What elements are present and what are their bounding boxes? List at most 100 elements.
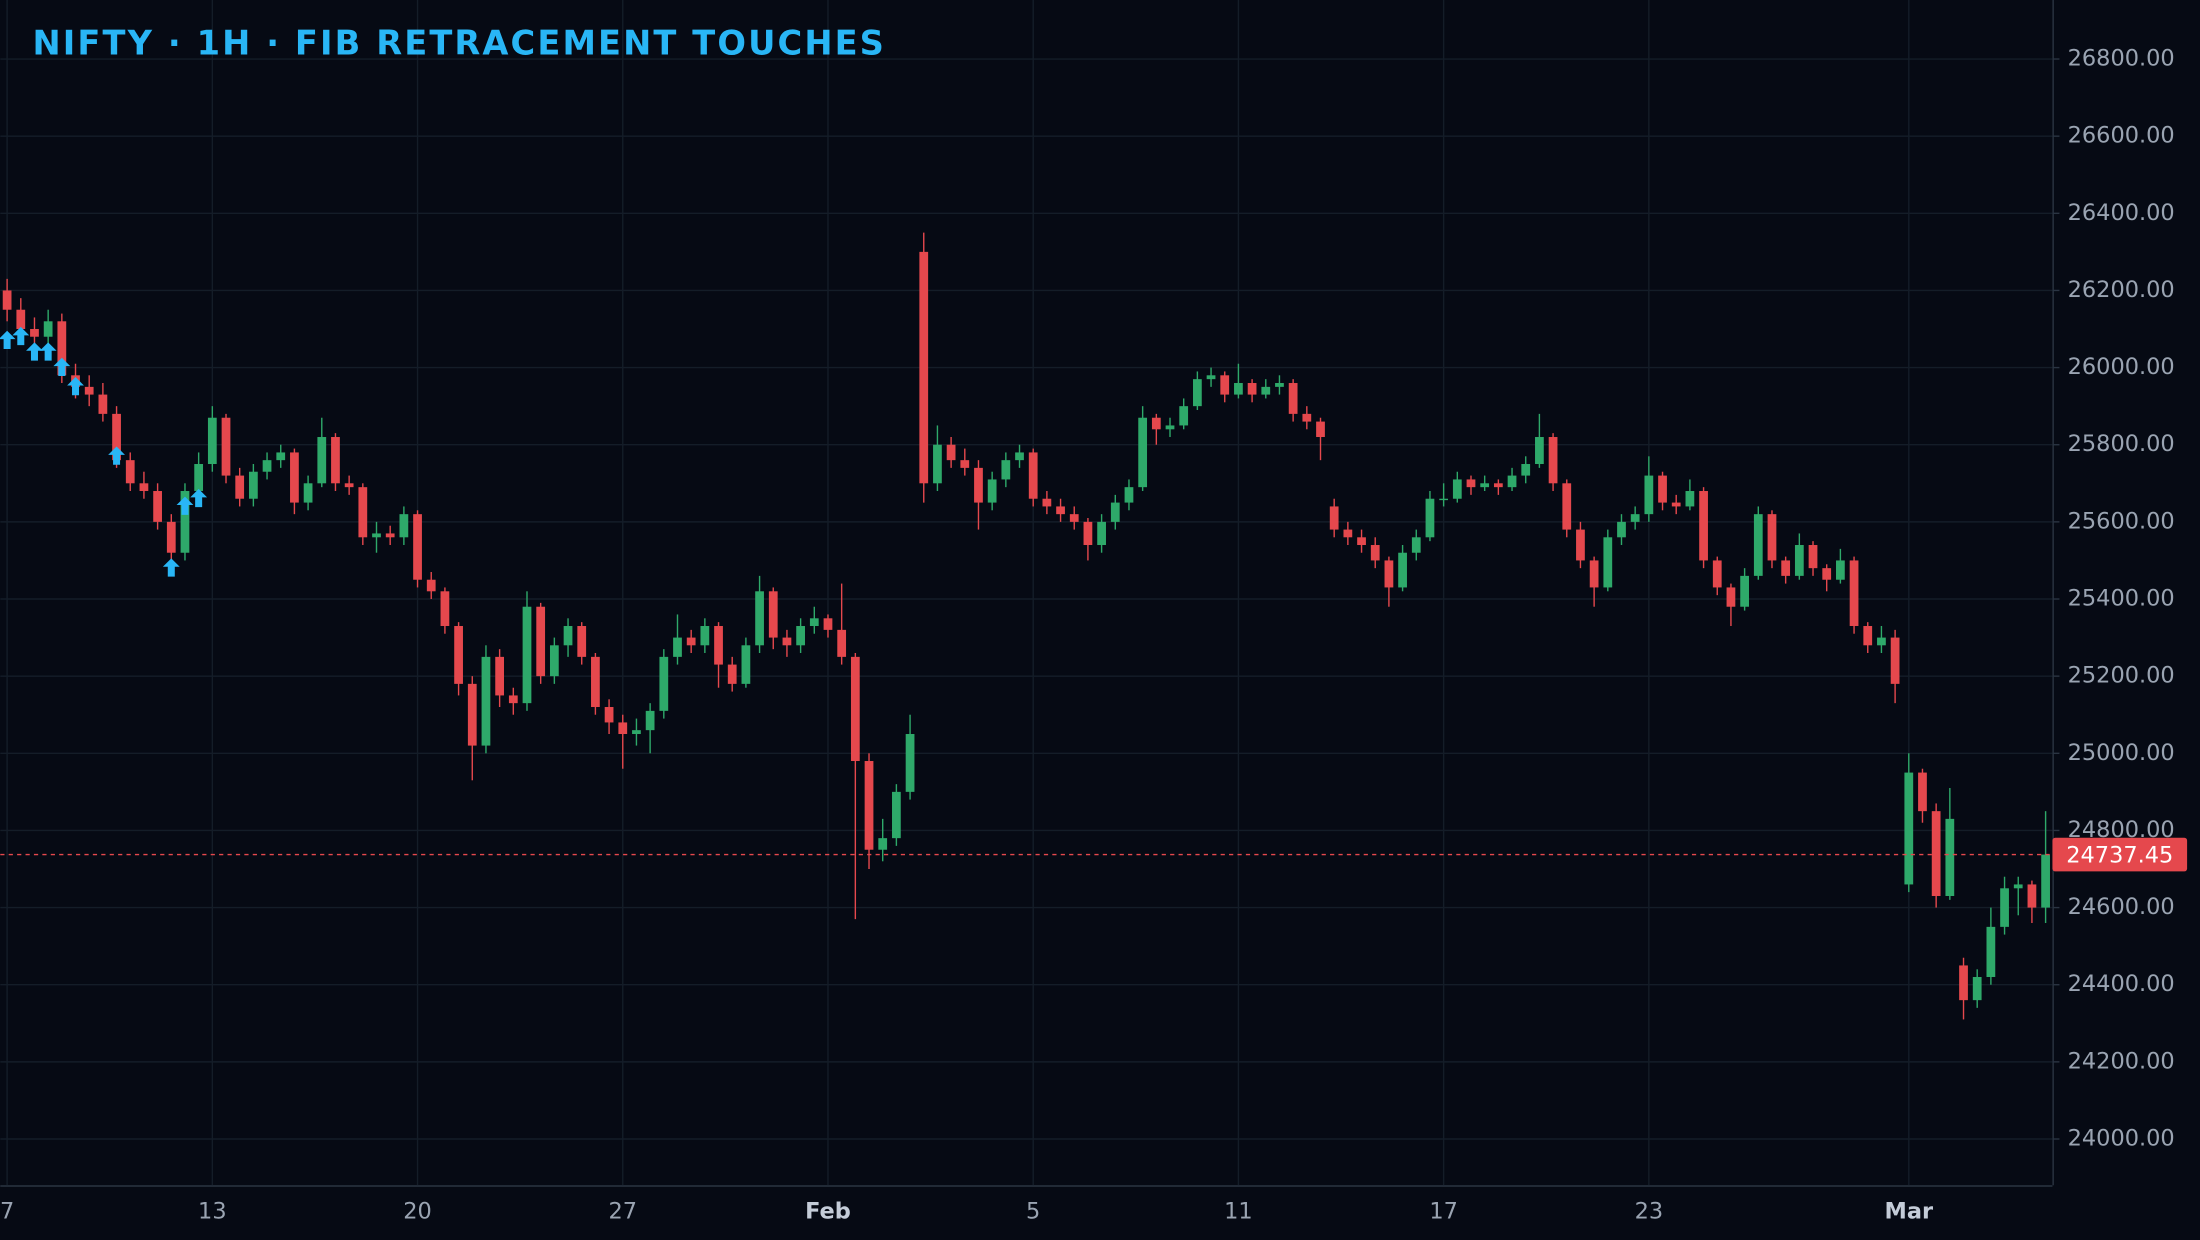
candle-body: [1849, 560, 1859, 627]
y-tick-label: 26400.00: [2068, 200, 2175, 226]
candle-body: [1836, 560, 1845, 580]
candle-body: [1890, 637, 1900, 684]
candle-body: [1138, 417, 1148, 488]
x-tick-label: 7: [0, 1198, 14, 1224]
fib-touch-marker: [190, 488, 208, 508]
candle-body: [344, 483, 354, 488]
candle-body: [1042, 498, 1052, 507]
candle-body: [1302, 413, 1312, 422]
x-tick-label: 27: [608, 1198, 637, 1224]
candle-body: [1617, 521, 1626, 538]
candle-body: [1548, 437, 1558, 484]
fib-touch-marker: [176, 496, 194, 515]
x-tick-label: Feb: [805, 1198, 851, 1224]
candle-body: [399, 514, 409, 538]
candle-body: [1288, 383, 1298, 414]
x-tick-label: Mar: [1885, 1198, 1934, 1224]
candle-body: [1767, 514, 1777, 561]
y-tick-label: 25000.00: [2068, 740, 2175, 766]
x-tick-label: 13: [198, 1198, 227, 1224]
candle-body: [1535, 437, 1544, 465]
candle-body: [1685, 491, 1695, 507]
candle-body: [2000, 888, 2009, 927]
candle-body: [16, 309, 26, 330]
candle-body: [522, 606, 532, 704]
candle-body: [2, 290, 12, 310]
y-tick-label: 24200.00: [2068, 1048, 2175, 1074]
candle-body: [591, 656, 600, 708]
candle-body: [892, 791, 901, 839]
candle-body: [618, 722, 628, 735]
candle-body: [1398, 552, 1407, 588]
candle-body: [1439, 498, 1449, 501]
candle-body: [1028, 452, 1038, 499]
candle-body: [153, 491, 162, 522]
candle-body: [933, 444, 942, 484]
candle-body: [1316, 421, 1325, 438]
candle-body: [1261, 386, 1271, 395]
candle-body: [2041, 854, 2050, 908]
candle-body: [987, 479, 997, 503]
candle-body: [1781, 560, 1791, 576]
candle-body: [1904, 772, 1914, 885]
candle-body: [673, 637, 682, 657]
x-tick-label: 23: [1635, 1198, 1664, 1224]
candle-body: [1863, 626, 1873, 646]
candle-body: [508, 695, 518, 704]
candle-body: [1370, 545, 1380, 561]
candle-body: [1603, 537, 1613, 588]
candle-body: [919, 251, 929, 484]
candle-body: [755, 591, 764, 646]
candle-body: [166, 521, 176, 553]
y-tick-label: 26000.00: [2068, 354, 2175, 380]
candle-body: [1699, 491, 1708, 561]
candle-body: [1357, 537, 1366, 546]
candle-body: [2013, 884, 2023, 889]
y-tick-label: 24400.00: [2068, 971, 2175, 997]
candle-body: [1480, 483, 1490, 488]
candle-body: [372, 533, 381, 538]
y-tick-label: 26800.00: [2068, 46, 2175, 72]
candle-body: [43, 321, 53, 337]
candle-body: [1275, 383, 1284, 387]
candle-body: [536, 606, 546, 677]
y-tick-label: 25200.00: [2068, 663, 2175, 689]
candle-body: [1794, 545, 1804, 576]
candle-body: [1452, 479, 1462, 499]
candle-body: [1589, 560, 1599, 588]
candle-body: [741, 645, 751, 684]
candle-body: [1220, 375, 1230, 395]
candle-body: [1234, 383, 1243, 395]
candle-body: [645, 710, 655, 731]
candle-body: [1097, 521, 1106, 546]
candle-body: [1056, 506, 1065, 515]
candle-body: [796, 626, 805, 646]
candle-body: [1329, 506, 1339, 530]
candle-body: [850, 656, 860, 762]
candle-body: [1507, 475, 1517, 488]
chart-title: NIFTY · 1H · FIB RETRACEMENT TOUCHES: [33, 23, 887, 62]
candle-body: [1562, 483, 1572, 530]
candle-body: [1712, 560, 1722, 588]
candle-body: [878, 838, 888, 850]
candle-body: [1521, 464, 1531, 476]
candle-body: [1972, 977, 1982, 1001]
candle-body: [1083, 521, 1093, 546]
candle-body: [1179, 406, 1189, 426]
candle-body: [262, 460, 272, 472]
candle-body: [700, 626, 710, 646]
candle-body: [1151, 417, 1161, 430]
candle-body: [98, 394, 108, 414]
y-tick-label: 25600.00: [2068, 508, 2175, 534]
candle-body: [823, 618, 833, 630]
candle-body: [1001, 460, 1011, 480]
fib-touch-marker: [12, 326, 30, 346]
candle-body: [481, 656, 491, 746]
candle-body: [290, 452, 299, 503]
candle-body: [467, 683, 477, 746]
candle-body: [1658, 475, 1667, 503]
candle-body: [1192, 379, 1202, 407]
candle-body: [549, 645, 559, 677]
candle-body: [1986, 926, 1996, 978]
